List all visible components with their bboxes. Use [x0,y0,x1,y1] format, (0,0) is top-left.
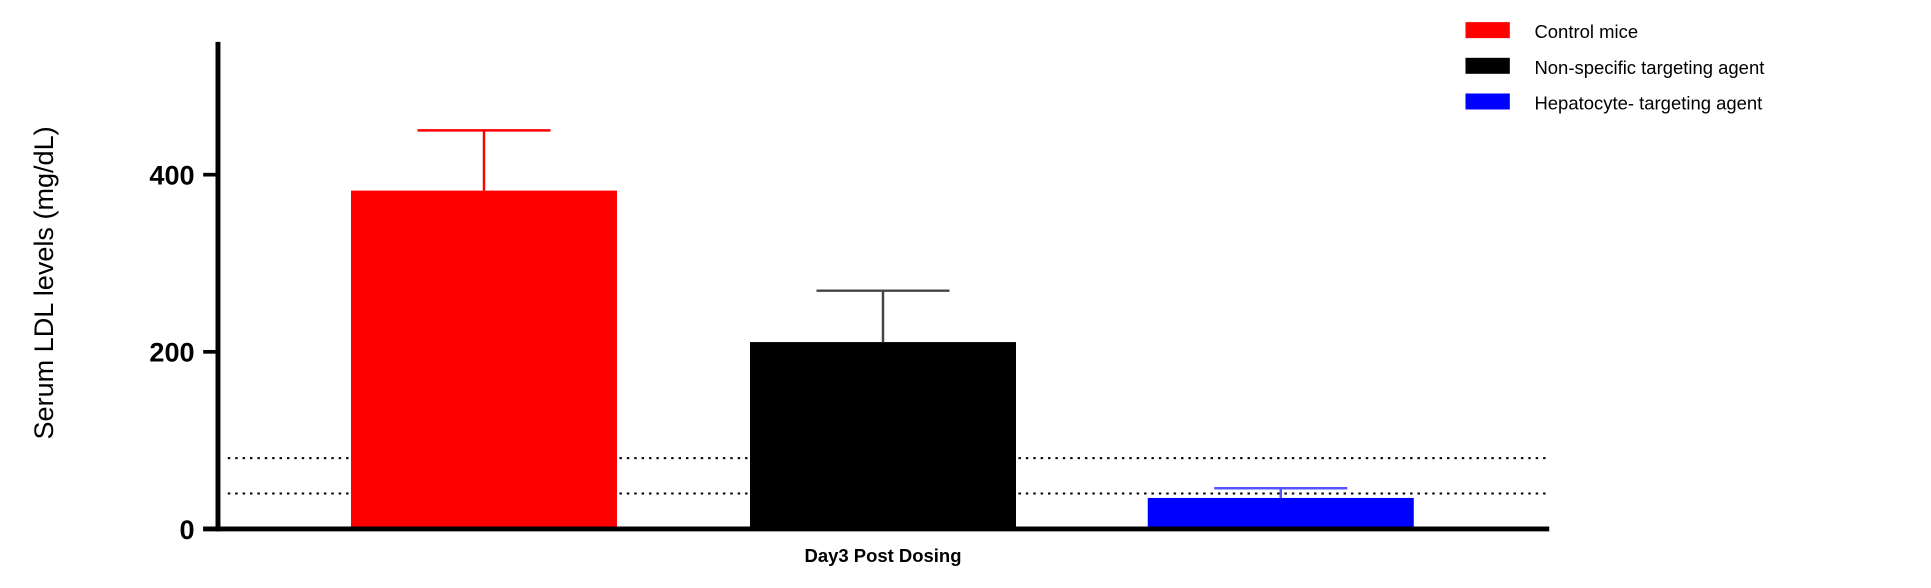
y-tick-label: 400 [149,160,194,191]
legend-swatch [1465,93,1510,110]
bar [350,190,617,529]
legend-label: Non-specific targeting agent [1534,57,1764,78]
y-axis-label: Serum LDL levels (mg/dL) [28,126,59,439]
legend-label: Control mice [1534,21,1638,42]
legend: Control mice Non-specific targeting agent… [1465,21,1764,113]
legend-swatch [1465,57,1510,74]
bar [749,342,1016,529]
legend-label: Hepatocyte- targeting agent [1534,92,1762,113]
bar [1147,497,1414,529]
y-tick-label: 0 [180,514,195,545]
x-category-label: Day3 Post Dosing [804,545,961,566]
y-tick-label: 200 [149,337,194,368]
legend-swatch [1465,22,1510,39]
